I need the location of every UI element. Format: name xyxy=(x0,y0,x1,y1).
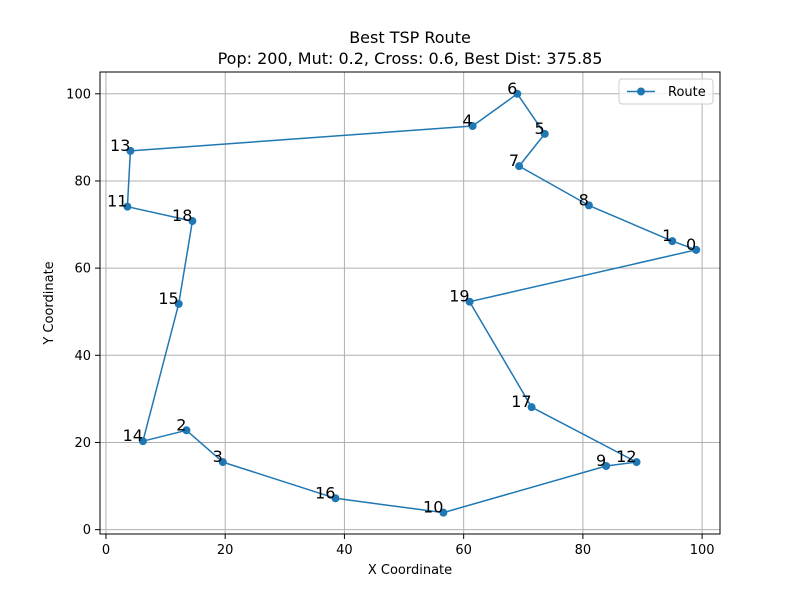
point-label: 7 xyxy=(509,151,519,170)
point-label: 0 xyxy=(686,235,696,254)
route-point xyxy=(138,437,147,446)
point-label: 19 xyxy=(449,287,469,306)
point-label: 18 xyxy=(172,206,192,225)
point-label: 13 xyxy=(110,136,130,155)
legend: Route xyxy=(618,78,714,105)
x-tick-label: 20 xyxy=(217,543,234,558)
point-label: 4 xyxy=(462,111,472,130)
x-axis-label: X Coordinate xyxy=(368,563,452,578)
point-label: 2 xyxy=(176,415,186,434)
route-point xyxy=(123,202,132,211)
route-point xyxy=(692,245,701,254)
route-point xyxy=(465,297,474,306)
point-label: 15 xyxy=(158,289,178,308)
route-point xyxy=(602,462,611,471)
point-label: 12 xyxy=(616,447,636,466)
y-tick-label: 60 xyxy=(74,262,91,277)
route-point xyxy=(439,508,448,517)
point-label: 11 xyxy=(107,192,127,211)
route-point xyxy=(468,122,477,131)
route-point xyxy=(540,129,549,138)
y-tick-label: 80 xyxy=(74,174,91,189)
plot-frame xyxy=(99,71,721,535)
route-point xyxy=(513,89,522,98)
route-point xyxy=(174,299,183,308)
route-point xyxy=(188,217,197,226)
point-label: 6 xyxy=(507,79,517,98)
x-tick-label: 0 xyxy=(102,543,110,558)
chart-title: Best TSP Route xyxy=(349,28,471,47)
route-point xyxy=(668,237,677,246)
point-label: 14 xyxy=(123,426,143,445)
route-point xyxy=(126,146,135,155)
point-label: 10 xyxy=(423,498,443,517)
route-point xyxy=(182,426,191,435)
y-tick-label: 100 xyxy=(66,87,91,102)
legend-marker-swatch xyxy=(637,87,645,96)
x-tick-label: 60 xyxy=(455,543,472,558)
point-label: 1 xyxy=(662,226,672,245)
route-point xyxy=(584,201,593,210)
legend-entry-route: Route xyxy=(668,85,706,100)
y-axis-label: Y Coordinate xyxy=(42,261,57,345)
x-tick-label: 80 xyxy=(575,543,592,558)
y-tick-label: 40 xyxy=(74,349,91,364)
route-point xyxy=(527,403,536,412)
chart-subtitle: Pop: 200, Mut: 0.2, Cross: 0.6, Best Dis… xyxy=(218,49,603,68)
route-point xyxy=(218,458,227,467)
x-tick-label: 40 xyxy=(336,543,353,558)
point-label: 5 xyxy=(535,119,545,138)
y-tick-label: 0 xyxy=(83,523,91,538)
route-series xyxy=(123,89,701,517)
point-label: 16 xyxy=(315,483,335,502)
point-label: 17 xyxy=(511,392,531,411)
point-label: 9 xyxy=(596,451,606,470)
point-label: 3 xyxy=(213,447,223,466)
legend-box xyxy=(618,78,714,105)
x-tick-label: 100 xyxy=(690,543,715,558)
route-point xyxy=(632,458,641,467)
route-point xyxy=(515,162,524,171)
point-label: 8 xyxy=(579,190,589,209)
route-point xyxy=(331,494,340,503)
y-tick-label: 20 xyxy=(74,436,91,451)
